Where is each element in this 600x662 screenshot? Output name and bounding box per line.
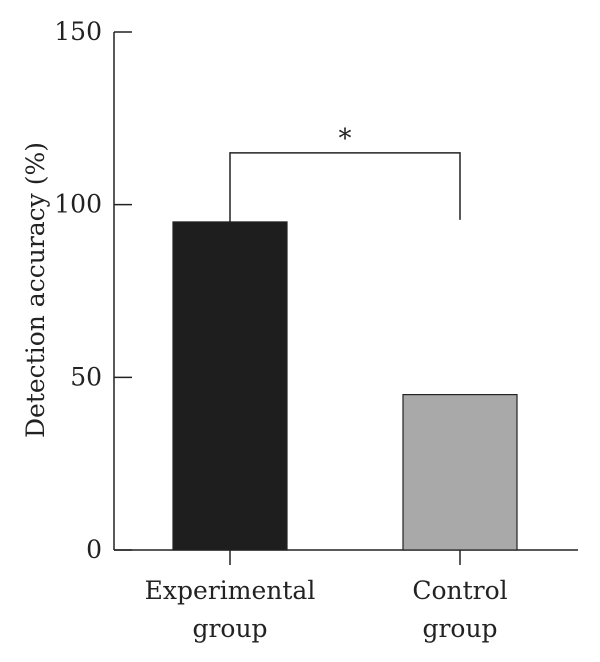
bar <box>402 394 518 551</box>
x-tick-label: Control <box>412 576 507 605</box>
axes: 0 50 100 150 Experimental group Control group <box>54 17 578 643</box>
significance-bracket-line <box>229 152 461 222</box>
significance-label: * <box>339 124 352 154</box>
x-tick-label: group <box>422 614 497 643</box>
x-tick-label: group <box>192 614 267 643</box>
y-tick-label: 150 <box>54 17 102 46</box>
y-tick-label: 100 <box>54 190 102 219</box>
significance-bracket: * <box>229 124 461 222</box>
y-tick-label: 0 <box>86 535 102 564</box>
x-tick-label: Experimental <box>145 576 316 605</box>
y-tick-label: 50 <box>70 362 102 391</box>
y-axis-title: Detection accuracy (%) <box>21 142 50 438</box>
bar <box>172 221 288 551</box>
bars <box>172 221 518 551</box>
